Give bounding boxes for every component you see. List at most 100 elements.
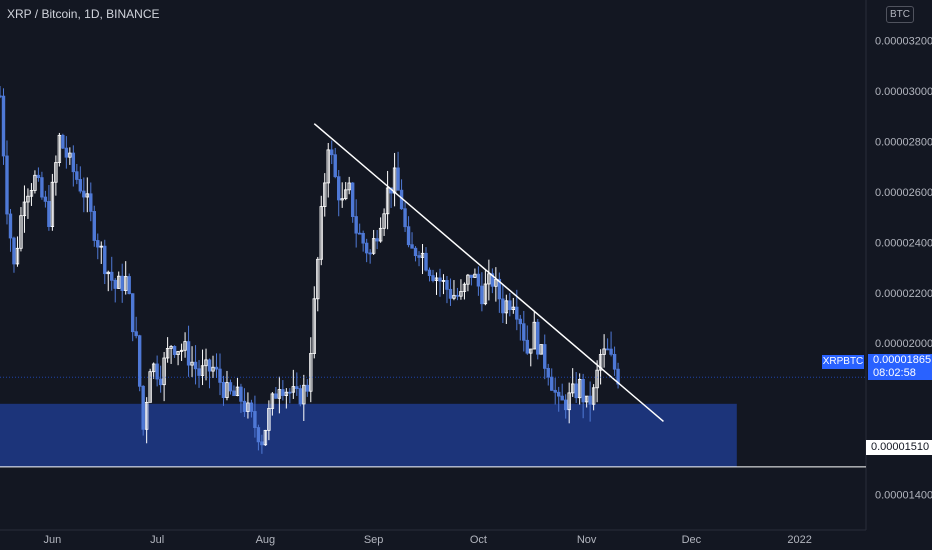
candle-body (75, 171, 79, 180)
candle-body (169, 346, 173, 349)
candle-body (445, 280, 449, 290)
candle-body (281, 389, 285, 396)
candle-body (469, 274, 474, 278)
candle-body (29, 190, 34, 197)
time-tick-label: Dec (682, 534, 702, 546)
time-tick-label: Jul (150, 534, 164, 546)
candle-body (5, 155, 9, 215)
candle-body (480, 285, 484, 305)
price-tick-label: 0.00003200 (875, 35, 932, 47)
candle-body (253, 411, 257, 428)
support-level-label: 0.00001510 (866, 440, 932, 455)
symbol-title[interactable]: XRP / Bitcoin, 1D, BINANCE (7, 7, 160, 21)
candle-body (560, 395, 564, 401)
candle-body (260, 441, 264, 446)
candle-body (508, 300, 512, 311)
candle-body (85, 193, 89, 198)
candle-body (473, 273, 477, 278)
candle-body (15, 247, 20, 265)
candle-body (441, 280, 446, 282)
candle-body (183, 341, 187, 351)
candle-body (385, 187, 390, 215)
candle-body (501, 298, 505, 314)
candle-body (141, 385, 145, 430)
candle-body (288, 391, 292, 394)
candle-body (165, 348, 170, 359)
candle-body (151, 363, 156, 373)
candle-body (595, 369, 599, 389)
candle-body (539, 344, 543, 355)
candle-body (19, 215, 23, 249)
candle-body (113, 279, 117, 289)
candle-body (570, 383, 575, 394)
candle-body (43, 196, 48, 202)
candle-body (424, 252, 428, 271)
candle-body (550, 376, 554, 391)
candle-body (68, 152, 72, 158)
candle-body (26, 195, 30, 203)
candle-body (371, 238, 376, 254)
candle-body (127, 276, 131, 295)
candle-body (350, 182, 355, 217)
candle-body (235, 386, 240, 397)
candle-body (368, 252, 372, 255)
candle-body (0, 95, 2, 98)
candle-body (277, 389, 282, 399)
candle-body (33, 174, 37, 191)
candle-body (312, 298, 316, 354)
candle-body (144, 401, 149, 430)
candle-body (155, 363, 159, 380)
candle-body (584, 395, 589, 403)
candle-body (137, 335, 142, 387)
price-tick-label: 0.00001400 (875, 490, 932, 502)
candle-body (172, 346, 177, 356)
candle-body (197, 368, 201, 376)
candle-body (298, 388, 303, 405)
last-price-value: 0.00001865 (873, 354, 932, 366)
candle-body (476, 273, 481, 287)
currency-badge[interactable]: BTC (886, 6, 914, 23)
candle-body (158, 378, 163, 386)
candle-body (274, 393, 278, 399)
candle-body (50, 181, 55, 227)
candle-body (99, 245, 103, 248)
candle-body (563, 399, 568, 411)
candle-body (319, 206, 323, 260)
candle-body (207, 359, 212, 372)
candle-body (591, 387, 596, 405)
candle-body (466, 274, 470, 285)
candle-body (340, 198, 344, 201)
candle-body (246, 402, 250, 412)
candle-body (326, 149, 330, 184)
candle-body (92, 211, 96, 241)
candle-body (344, 189, 348, 200)
candle-body (134, 331, 138, 337)
candle-body (602, 348, 606, 355)
candle-body (406, 226, 411, 246)
candle-body (57, 134, 62, 163)
candle-body (323, 182, 327, 207)
candle-body (218, 368, 222, 383)
candle-body (497, 278, 502, 300)
candle-body (553, 389, 557, 393)
price-tick-label: 0.00002000 (875, 338, 932, 350)
time-tick-label: Nov (577, 534, 597, 546)
candles (0, 85, 620, 454)
candle-body (193, 361, 198, 370)
candle-body (361, 232, 365, 244)
candle-body (420, 252, 425, 258)
candle-body (270, 393, 275, 409)
candle-body (232, 390, 236, 397)
price-tick-label: 0.00002600 (875, 187, 932, 199)
time-tick-label: Jun (44, 534, 62, 546)
candle-body (176, 351, 180, 356)
candle-body (256, 427, 261, 443)
candle-body (522, 323, 526, 341)
trendline (313, 123, 664, 423)
candle-body (536, 321, 540, 355)
time-tick-label: Oct (470, 534, 487, 546)
candle-body (581, 378, 585, 403)
candle-body (78, 179, 83, 192)
candle-body (452, 294, 456, 299)
